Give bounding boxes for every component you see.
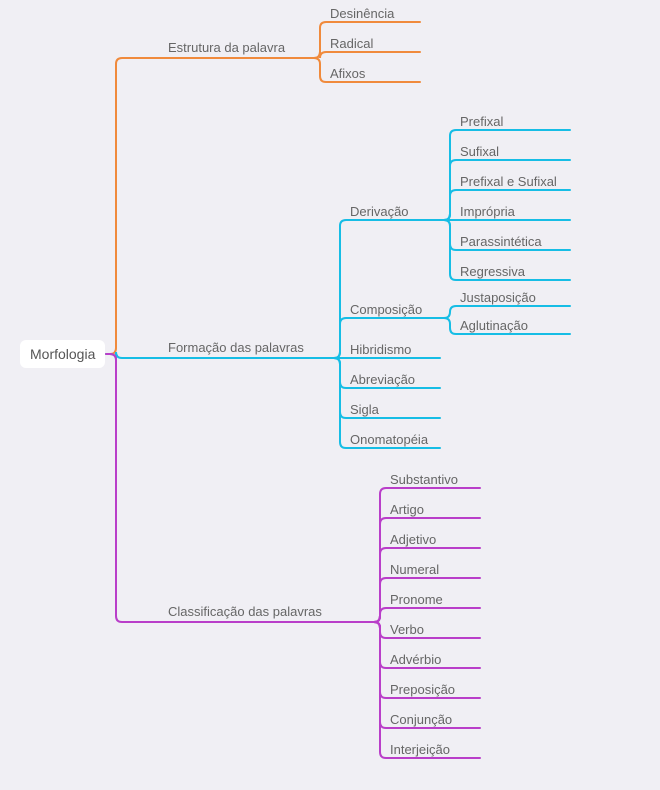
- child-label: Numeral: [390, 562, 439, 577]
- sub-label: Imprópria: [460, 204, 515, 219]
- sub-label: Parassintética: [460, 234, 542, 249]
- child-label: Substantivo: [390, 472, 458, 487]
- child-label: Conjunção: [390, 712, 452, 727]
- sub-label: Prefixal e Sufixal: [460, 174, 557, 189]
- child-label: Adjetivo: [390, 532, 436, 547]
- child-label: Verbo: [390, 622, 424, 637]
- child-label: Preposição: [390, 682, 455, 697]
- child-label: Artigo: [390, 502, 424, 517]
- child-label: Advérbio: [390, 652, 441, 667]
- child-label: Radical: [330, 36, 373, 51]
- child-label: Sigla: [350, 402, 379, 417]
- sub-label: Sufixal: [460, 144, 499, 159]
- child-label: Onomatopéia: [350, 432, 428, 447]
- sub-label: Justaposição: [460, 290, 536, 305]
- sub-label: Prefixal: [460, 114, 503, 129]
- child-label: Derivação: [350, 204, 409, 219]
- child-label: Desinência: [330, 6, 394, 21]
- mindmap-svg: [0, 0, 660, 790]
- child-label: Hibridismo: [350, 342, 411, 357]
- child-label: Abreviação: [350, 372, 415, 387]
- child-label: Pronome: [390, 592, 443, 607]
- branch-label: Classificação das palavras: [168, 604, 322, 619]
- sub-label: Aglutinação: [460, 318, 528, 333]
- child-label: Afixos: [330, 66, 365, 81]
- child-label: Interjeição: [390, 742, 450, 757]
- root-node: Morfologia: [20, 340, 105, 368]
- branch-label: Formação das palavras: [168, 340, 304, 355]
- branch-label: Estrutura da palavra: [168, 40, 285, 55]
- child-label: Composição: [350, 302, 422, 317]
- sub-label: Regressiva: [460, 264, 525, 279]
